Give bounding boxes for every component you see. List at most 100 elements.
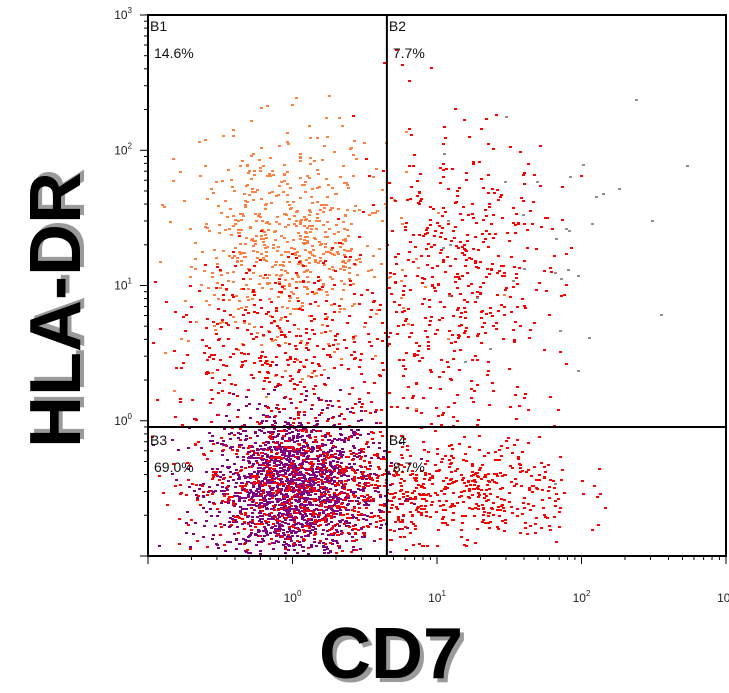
data-point bbox=[324, 517, 327, 519]
data-point bbox=[515, 483, 518, 485]
data-point bbox=[443, 488, 446, 490]
data-point bbox=[360, 353, 363, 355]
data-point bbox=[244, 497, 247, 499]
data-point bbox=[227, 480, 230, 482]
data-point bbox=[318, 414, 321, 416]
data-point bbox=[331, 499, 334, 501]
data-point bbox=[474, 260, 477, 262]
data-point bbox=[267, 393, 270, 395]
data-point bbox=[288, 506, 291, 508]
data-point bbox=[205, 511, 208, 513]
data-point bbox=[235, 539, 238, 541]
data-point bbox=[459, 213, 462, 215]
data-point bbox=[488, 512, 491, 514]
data-point bbox=[487, 473, 490, 475]
data-point bbox=[264, 362, 267, 364]
data-point bbox=[501, 275, 504, 277]
data-point bbox=[289, 466, 292, 468]
data-point bbox=[450, 295, 453, 297]
data-point bbox=[254, 452, 257, 454]
data-point bbox=[332, 513, 335, 515]
data-point bbox=[465, 259, 468, 261]
data-point bbox=[258, 507, 261, 509]
data-point bbox=[280, 334, 283, 336]
data-point bbox=[286, 307, 289, 309]
data-point bbox=[475, 503, 478, 505]
data-point bbox=[335, 489, 338, 491]
data-point bbox=[544, 516, 547, 518]
data-point bbox=[268, 416, 271, 418]
data-point bbox=[247, 172, 250, 174]
data-point bbox=[524, 527, 527, 529]
data-point bbox=[402, 290, 405, 292]
data-point bbox=[352, 338, 355, 340]
data-point bbox=[309, 271, 312, 273]
data-point bbox=[359, 254, 362, 256]
data-point bbox=[398, 304, 401, 306]
data-point bbox=[274, 436, 277, 438]
data-point bbox=[416, 195, 419, 197]
data-point bbox=[340, 358, 343, 360]
data-point bbox=[322, 512, 325, 514]
data-point bbox=[465, 327, 468, 329]
data-point bbox=[480, 478, 483, 480]
data-point bbox=[451, 448, 454, 450]
data-point bbox=[363, 514, 366, 516]
data-point bbox=[323, 455, 326, 457]
data-point bbox=[262, 484, 265, 486]
data-point bbox=[410, 332, 413, 334]
data-point bbox=[238, 444, 241, 446]
data-point bbox=[320, 399, 323, 401]
data-point bbox=[436, 453, 439, 455]
data-point bbox=[216, 323, 219, 325]
data-point bbox=[221, 284, 224, 286]
data-point bbox=[299, 513, 302, 515]
data-point bbox=[232, 129, 235, 131]
data-point bbox=[334, 339, 337, 341]
data-point bbox=[270, 512, 273, 514]
data-point bbox=[196, 540, 199, 542]
data-point bbox=[194, 443, 197, 445]
data-point bbox=[315, 468, 318, 470]
data-point bbox=[297, 276, 300, 278]
data-point bbox=[324, 434, 327, 436]
data-point bbox=[300, 447, 303, 449]
data-point bbox=[272, 473, 275, 475]
data-point bbox=[474, 236, 477, 238]
data-point bbox=[297, 300, 300, 302]
data-point bbox=[285, 517, 288, 519]
data-point bbox=[381, 362, 384, 364]
data-point bbox=[281, 437, 284, 439]
data-point bbox=[366, 494, 369, 496]
data-point bbox=[351, 509, 354, 511]
data-point bbox=[356, 456, 359, 458]
data-point bbox=[256, 473, 259, 475]
data-point bbox=[275, 519, 278, 521]
data-point bbox=[343, 441, 346, 443]
data-point bbox=[263, 526, 266, 528]
data-point bbox=[310, 544, 313, 546]
data-point bbox=[344, 240, 347, 242]
data-point bbox=[333, 532, 336, 534]
data-point bbox=[372, 432, 375, 434]
data-point bbox=[401, 528, 404, 530]
data-point bbox=[274, 448, 277, 450]
data-point bbox=[266, 503, 269, 505]
data-point bbox=[447, 483, 450, 485]
data-point bbox=[252, 153, 255, 155]
data-point bbox=[393, 496, 396, 498]
data-point bbox=[261, 420, 264, 422]
data-point bbox=[279, 329, 282, 331]
data-point bbox=[402, 294, 405, 296]
data-point bbox=[313, 538, 316, 540]
data-point bbox=[251, 520, 254, 522]
data-point bbox=[267, 311, 270, 313]
data-point bbox=[334, 453, 337, 455]
data-point bbox=[431, 267, 434, 269]
data-point bbox=[540, 462, 543, 464]
data-point bbox=[460, 536, 463, 538]
data-point bbox=[314, 519, 317, 521]
data-point bbox=[276, 250, 279, 252]
data-point bbox=[442, 163, 445, 165]
data-point bbox=[294, 532, 297, 534]
